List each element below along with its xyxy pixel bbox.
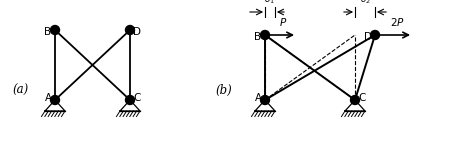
Text: A: A <box>255 93 262 103</box>
Text: $\delta_1$: $\delta_1$ <box>264 0 276 6</box>
Circle shape <box>261 95 270 105</box>
Text: B: B <box>255 32 262 42</box>
Text: B: B <box>44 27 51 37</box>
Text: (b): (b) <box>215 83 232 97</box>
Circle shape <box>261 30 270 39</box>
Circle shape <box>125 26 134 34</box>
Text: C: C <box>133 93 141 103</box>
Text: C: C <box>358 93 366 103</box>
Text: $\delta_2$: $\delta_2$ <box>359 0 371 6</box>
Text: D: D <box>364 32 372 42</box>
Circle shape <box>51 95 59 105</box>
Text: D: D <box>133 27 141 37</box>
Text: A: A <box>44 93 51 103</box>
Circle shape <box>371 30 380 39</box>
Circle shape <box>351 95 359 105</box>
Circle shape <box>125 95 134 105</box>
Text: (a): (a) <box>12 83 28 97</box>
Circle shape <box>51 26 59 34</box>
Text: $P$: $P$ <box>279 16 287 28</box>
Text: $2P$: $2P$ <box>389 16 404 28</box>
